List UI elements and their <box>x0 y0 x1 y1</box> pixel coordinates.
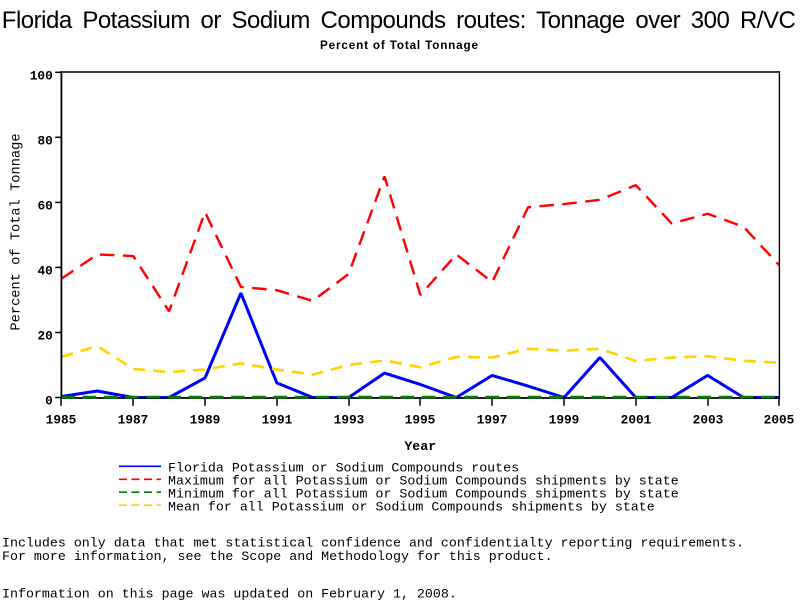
svg-text:2005: 2005 <box>764 413 795 428</box>
svg-text:Percent of Total Tonnage: Percent of Total Tonnage <box>320 39 478 52</box>
svg-text:80: 80 <box>37 134 52 149</box>
svg-text:2001: 2001 <box>621 413 652 428</box>
svg-text:1995: 1995 <box>405 413 436 428</box>
svg-text:1991: 1991 <box>262 413 293 428</box>
svg-text:Maximum for all Potassium or S: Maximum for all Potassium or Sodium Comp… <box>168 474 679 489</box>
svg-text:20: 20 <box>37 329 52 344</box>
svg-text:Percent of Total Tonnage: Percent of Total Tonnage <box>10 133 25 330</box>
svg-text:Mean for all Potassium or Sodi: Mean for all Potassium or Sodium Compoun… <box>168 500 655 515</box>
svg-text:Minimum for all Potassium or S: Minimum for all Potassium or Sodium Comp… <box>168 487 679 502</box>
svg-text:Includes only data that met st: Includes only data that met statistical … <box>2 536 744 551</box>
svg-text:2003: 2003 <box>693 413 724 428</box>
svg-text:Information on this page was u: Information on this page was updated on … <box>2 586 457 600</box>
svg-text:1987: 1987 <box>118 413 149 428</box>
svg-text:40: 40 <box>37 264 52 279</box>
svg-text:60: 60 <box>37 199 52 214</box>
svg-text:Year: Year <box>404 439 436 454</box>
svg-text:1999: 1999 <box>549 413 580 428</box>
svg-text:1989: 1989 <box>190 413 221 428</box>
svg-text:1985: 1985 <box>46 413 77 428</box>
svg-text:Florida Potassium or Sodium Co: Florida Potassium or Sodium Compounds ro… <box>168 461 519 476</box>
svg-text:For more information, see the: For more information, see the Scope and … <box>2 549 553 564</box>
svg-text:0: 0 <box>45 394 53 409</box>
svg-text:1997: 1997 <box>477 413 508 428</box>
svg-text:Florida Potassium or Sodium Co: Florida Potassium or Sodium Compounds ro… <box>2 7 796 34</box>
svg-text:1993: 1993 <box>334 413 365 428</box>
svg-text:100: 100 <box>30 69 53 84</box>
